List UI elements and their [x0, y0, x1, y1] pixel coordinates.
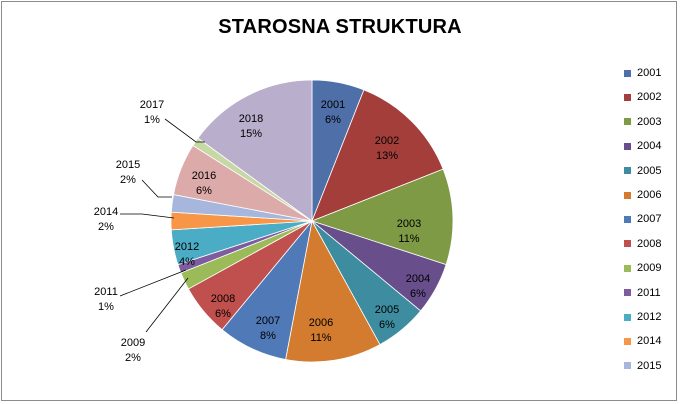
legend-swatch [624, 215, 631, 223]
legend-item-2006: 2006 [624, 188, 661, 202]
legend-label: 2012 [637, 311, 662, 323]
legend-label: 2006 [637, 189, 662, 201]
data-label-2007: 2007 8% [256, 315, 280, 342]
data-label-2016: 2016 6% [192, 170, 216, 197]
legend-swatch [624, 240, 631, 248]
data-label-2011: 2011 1% [94, 286, 118, 313]
legend-item-2005: 2005 [624, 164, 661, 178]
legend-label: 2002 [637, 91, 662, 104]
data-label-2003: 2003 11% [397, 218, 421, 245]
legend-item-2003: 2003 [624, 115, 661, 129]
legend-label: 2007 [637, 213, 662, 226]
legend-swatch [624, 69, 631, 77]
data-label-2015: 2015 2% [116, 159, 140, 186]
pie-slice-2006 [285, 219, 381, 363]
legend-item-2012: 2012 [624, 310, 661, 324]
legend-swatch [624, 313, 631, 321]
legend-swatch [624, 118, 631, 126]
leader-line-2009 [145, 277, 189, 333]
legend-label: 2004 [637, 140, 662, 153]
legend-swatch [624, 191, 631, 199]
legend-label: 2009 [637, 262, 662, 275]
legend-label: 2014 [637, 335, 662, 348]
leader-line-2017 [164, 118, 205, 143]
legend-swatch [624, 362, 631, 370]
data-label-2001: 2001 6% [321, 99, 345, 126]
legend-label: 2003 [637, 115, 662, 128]
data-label-2005: 2005 6% [375, 304, 399, 331]
data-label-2018: 2018 15% [239, 113, 263, 140]
data-label-2004: 2004 6% [406, 273, 430, 300]
legend-label: 2001 [637, 67, 662, 79]
data-label-2014: 2014 2% [94, 206, 118, 233]
leader-line-2011 [119, 269, 187, 297]
legend-swatch [624, 289, 631, 297]
legend-item-2015: 2015 [624, 359, 661, 373]
legend-item-2004: 2004 [624, 139, 661, 153]
legend-item-2008: 2008 [624, 237, 661, 251]
legend-label: 2008 [637, 237, 662, 250]
leader-line-2014 [120, 213, 175, 219]
data-label-2012: 2012 4% [175, 241, 199, 268]
pie-slice-2018 [197, 79, 313, 222]
legend-swatch [624, 142, 631, 150]
legend-item-2014: 2014 [624, 334, 661, 348]
chart-title: STAROSNA STRUKTURA [218, 16, 462, 38]
legend-item-2001: 2001 [624, 66, 661, 80]
data-label-2009: 2009 2% [121, 337, 145, 364]
legend-swatch [624, 337, 631, 345]
data-label-2008: 2008 6% [211, 293, 235, 320]
leader-line-2015 [141, 179, 172, 198]
pie-slice-2003 [310, 168, 454, 266]
legend-item-2011: 2011 [624, 286, 661, 300]
legend-swatch [624, 93, 631, 101]
legend-label: 2015 [637, 359, 662, 372]
legend-swatch [624, 264, 631, 272]
data-label-2006: 2006 11% [309, 317, 333, 344]
legend-item-2002: 2002 [624, 90, 661, 104]
legend-label: 2011 [637, 286, 661, 299]
pie-slice-2002 [311, 89, 444, 222]
legend-item-2007: 2007 [624, 212, 661, 226]
data-label-2002: 2002 13% [375, 135, 399, 162]
legend-item-2009: 2009 [624, 261, 661, 275]
legend-label: 2005 [637, 164, 662, 177]
data-label-2017: 2017 1% [140, 99, 164, 126]
legend-swatch [624, 167, 631, 175]
